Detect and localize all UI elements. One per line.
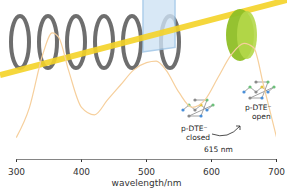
svg-text:wavelength/nm: wavelength/nm: [112, 178, 182, 188]
svg-text:700: 700: [268, 167, 285, 177]
html-text:closed: closed: [186, 133, 211, 142]
html-text:p-DTE⁻: p-DTE⁻: [181, 124, 208, 133]
html-text:open: open: [252, 112, 271, 121]
svg-text:500: 500: [138, 167, 155, 177]
svg-text:300: 300: [8, 167, 25, 177]
html-text:615 nm: 615 nm: [204, 145, 233, 154]
svg-text:600: 600: [203, 167, 220, 177]
svg-text:400: 400: [73, 167, 90, 177]
html-text:p-DTE⁻: p-DTE⁻: [245, 103, 272, 112]
